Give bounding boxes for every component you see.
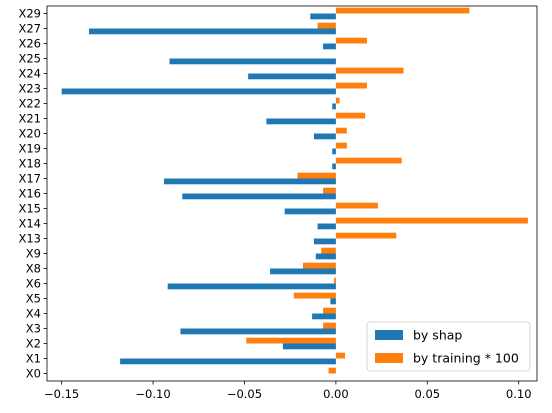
bar-shap [270, 268, 336, 275]
y-tick-label: X24 [18, 67, 41, 81]
bar-shap [282, 343, 336, 350]
bar-training [335, 157, 402, 164]
bar-training [302, 262, 336, 269]
legend: by shap by training * 100 [366, 321, 531, 372]
bar-shap [120, 358, 336, 365]
bar-training [335, 112, 366, 119]
bar-shap [332, 103, 336, 110]
bar-shap [266, 118, 336, 125]
y-tick-label: X0 [26, 367, 41, 381]
y-tick-label: X29 [18, 7, 41, 21]
y-tick-label: X20 [18, 127, 41, 141]
y-tick-label: X17 [18, 172, 41, 186]
bar-shap [313, 133, 336, 140]
y-tick-label: X4 [26, 307, 41, 321]
bar-training [317, 22, 336, 29]
x-tick-label: 0.05 [414, 387, 440, 401]
x-tick-label: −0.10 [135, 387, 170, 401]
y-tick-label: X1 [26, 352, 41, 366]
x-tick-label: −0.05 [227, 387, 262, 401]
bar-shap [313, 238, 336, 245]
bar-training [323, 187, 336, 194]
bar-training [335, 97, 340, 104]
bar-training [293, 292, 336, 299]
bar-training [323, 307, 336, 314]
legend-label-shap: by shap [413, 328, 462, 343]
y-tick-label: X2 [26, 337, 41, 351]
bar-shap [312, 313, 336, 320]
y-tick-label: X5 [26, 292, 41, 306]
bar-training [335, 352, 346, 359]
bar-shap [167, 283, 336, 290]
bar-training [328, 367, 336, 374]
y-tick-label: X21 [18, 112, 41, 126]
y-tick-label: X15 [18, 202, 41, 216]
bar-training [335, 67, 404, 74]
bar-shap [89, 28, 336, 35]
bar-shap [310, 13, 336, 20]
bar-shap [317, 223, 336, 230]
bar-shap [332, 148, 336, 155]
x-tick-label: −0.15 [44, 387, 79, 401]
y-tick-label: X18 [18, 157, 41, 171]
bar-training [335, 7, 470, 14]
bar-training [246, 337, 336, 344]
bar-shap [330, 298, 336, 305]
bar-training [335, 127, 347, 134]
bar-training [335, 202, 378, 209]
bar-shap [315, 253, 336, 260]
bar-training [335, 37, 367, 44]
y-tick-label: X3 [26, 322, 41, 336]
bar-shap [164, 178, 336, 185]
bar-shap [248, 73, 336, 80]
y-tick-label: X6 [26, 277, 41, 291]
bar-training [297, 172, 336, 179]
plot-frame [46, 5, 538, 382]
y-tick-label: X16 [18, 187, 41, 201]
legend-label-training: by training * 100 [413, 351, 519, 366]
bar-training [335, 217, 528, 224]
legend-box [366, 321, 531, 372]
bar-shap [169, 58, 336, 65]
y-tick-label: X13 [18, 232, 41, 246]
bar-training [323, 322, 336, 329]
y-axis-ticks: X0X1X2X3X4X5X6X8X9X13X14X15X16X17X18X19X… [18, 7, 47, 381]
y-tick-label: X25 [18, 52, 41, 66]
bar-training [321, 247, 336, 254]
bar-shap [332, 163, 336, 170]
y-tick-label: X14 [18, 217, 41, 231]
legend-swatch-shap [375, 330, 403, 340]
y-tick-label: X23 [18, 82, 41, 96]
bar-shap [180, 328, 336, 335]
y-tick-label: X9 [26, 247, 41, 261]
bar-training [335, 142, 347, 149]
x-axis-ticks: −0.15 −0.10 −0.05 0.00 0.05 0.10 [44, 381, 532, 401]
y-tick-label: X19 [18, 142, 41, 156]
legend-swatch-training [375, 353, 403, 363]
y-tick-label: X22 [18, 97, 41, 111]
bar-shap [182, 193, 336, 200]
bar-shap [284, 208, 336, 215]
y-tick-label: X8 [26, 262, 41, 276]
y-tick-label: X27 [18, 22, 41, 36]
bars-group [61, 7, 528, 374]
x-tick-label: 0.10 [506, 387, 532, 401]
bar-training [335, 82, 367, 89]
bar-training [335, 232, 397, 239]
bar-shap [61, 88, 336, 95]
y-tick-label: X26 [18, 37, 41, 51]
bar-shap [323, 43, 336, 50]
bar-training [334, 277, 336, 284]
x-tick-label: 0.00 [323, 387, 349, 401]
